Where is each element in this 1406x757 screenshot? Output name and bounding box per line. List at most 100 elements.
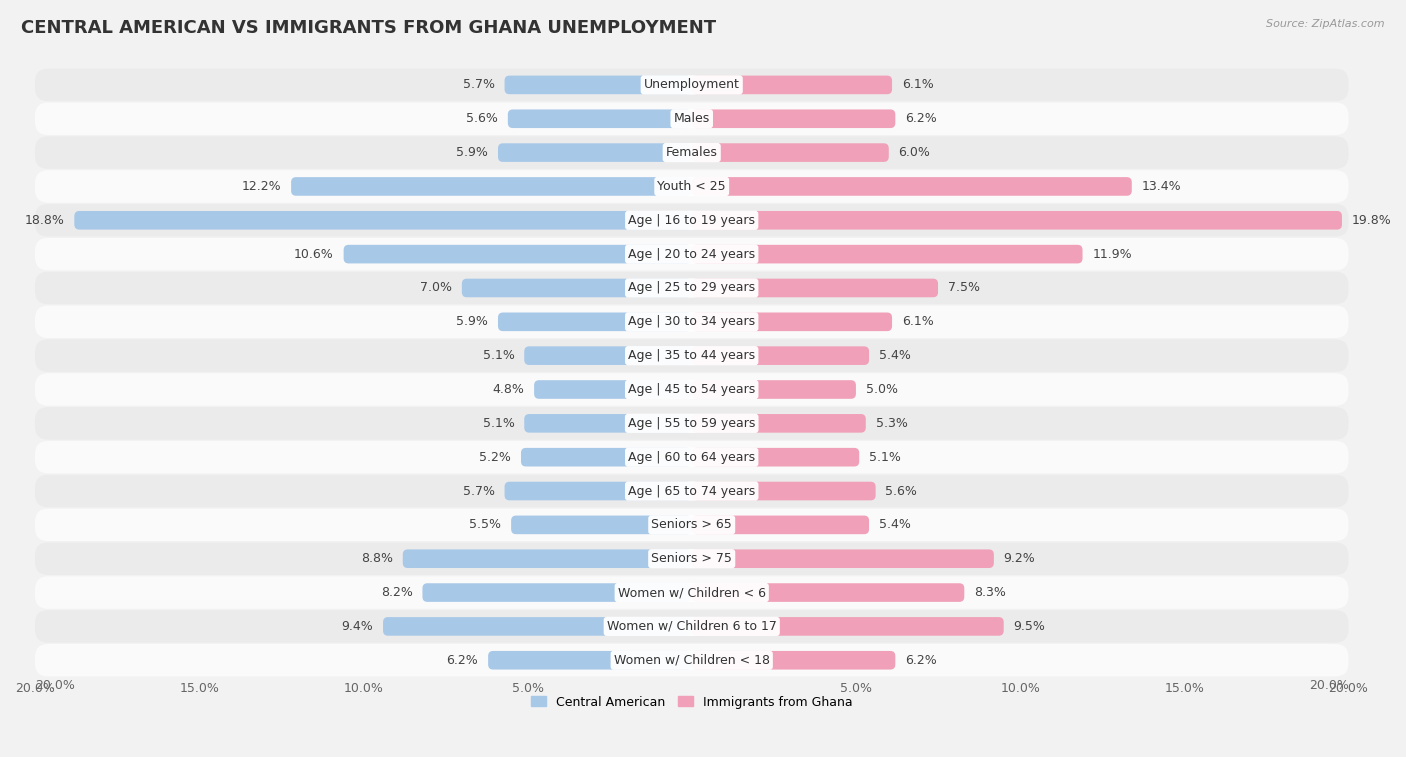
FancyBboxPatch shape bbox=[35, 509, 1348, 541]
Text: 5.1%: 5.1% bbox=[482, 349, 515, 362]
FancyBboxPatch shape bbox=[692, 245, 1083, 263]
FancyBboxPatch shape bbox=[35, 136, 1348, 169]
Text: Age | 55 to 59 years: Age | 55 to 59 years bbox=[628, 417, 755, 430]
Text: 5.9%: 5.9% bbox=[457, 146, 488, 159]
FancyBboxPatch shape bbox=[461, 279, 692, 298]
FancyBboxPatch shape bbox=[692, 550, 994, 568]
Text: 6.2%: 6.2% bbox=[905, 112, 936, 125]
FancyBboxPatch shape bbox=[35, 170, 1348, 203]
FancyBboxPatch shape bbox=[692, 414, 866, 433]
Text: Youth < 25: Youth < 25 bbox=[658, 180, 725, 193]
FancyBboxPatch shape bbox=[692, 347, 869, 365]
FancyBboxPatch shape bbox=[692, 313, 891, 331]
Text: 7.5%: 7.5% bbox=[948, 282, 980, 294]
FancyBboxPatch shape bbox=[692, 481, 876, 500]
Text: 5.4%: 5.4% bbox=[879, 349, 911, 362]
Text: 5.7%: 5.7% bbox=[463, 79, 495, 92]
Text: Age | 20 to 24 years: Age | 20 to 24 years bbox=[628, 248, 755, 260]
Text: 5.5%: 5.5% bbox=[470, 519, 502, 531]
FancyBboxPatch shape bbox=[522, 448, 692, 466]
Text: 8.8%: 8.8% bbox=[361, 552, 392, 565]
FancyBboxPatch shape bbox=[692, 110, 896, 128]
FancyBboxPatch shape bbox=[692, 448, 859, 466]
Text: 12.2%: 12.2% bbox=[242, 180, 281, 193]
Text: Age | 65 to 74 years: Age | 65 to 74 years bbox=[628, 484, 755, 497]
FancyBboxPatch shape bbox=[498, 313, 692, 331]
FancyBboxPatch shape bbox=[35, 238, 1348, 270]
Text: Age | 25 to 29 years: Age | 25 to 29 years bbox=[628, 282, 755, 294]
Text: 6.2%: 6.2% bbox=[905, 654, 936, 667]
Text: Seniors > 75: Seniors > 75 bbox=[651, 552, 733, 565]
Text: 5.3%: 5.3% bbox=[876, 417, 907, 430]
Text: 13.4%: 13.4% bbox=[1142, 180, 1181, 193]
Text: 5.1%: 5.1% bbox=[482, 417, 515, 430]
FancyBboxPatch shape bbox=[35, 644, 1348, 677]
FancyBboxPatch shape bbox=[382, 617, 692, 636]
Text: 20.0%: 20.0% bbox=[35, 679, 75, 692]
Legend: Central American, Immigrants from Ghana: Central American, Immigrants from Ghana bbox=[526, 690, 858, 714]
FancyBboxPatch shape bbox=[422, 583, 692, 602]
FancyBboxPatch shape bbox=[505, 481, 692, 500]
Text: Males: Males bbox=[673, 112, 710, 125]
FancyBboxPatch shape bbox=[35, 272, 1348, 304]
Text: CENTRAL AMERICAN VS IMMIGRANTS FROM GHANA UNEMPLOYMENT: CENTRAL AMERICAN VS IMMIGRANTS FROM GHAN… bbox=[21, 19, 716, 37]
Text: 7.0%: 7.0% bbox=[420, 282, 451, 294]
Text: Seniors > 65: Seniors > 65 bbox=[651, 519, 733, 531]
FancyBboxPatch shape bbox=[692, 211, 1341, 229]
Text: 5.4%: 5.4% bbox=[879, 519, 911, 531]
FancyBboxPatch shape bbox=[35, 373, 1348, 406]
FancyBboxPatch shape bbox=[692, 651, 896, 669]
Text: 8.2%: 8.2% bbox=[381, 586, 412, 599]
FancyBboxPatch shape bbox=[692, 143, 889, 162]
Text: 18.8%: 18.8% bbox=[25, 213, 65, 227]
Text: Women w/ Children < 6: Women w/ Children < 6 bbox=[617, 586, 766, 599]
FancyBboxPatch shape bbox=[524, 414, 692, 433]
Text: 6.1%: 6.1% bbox=[901, 316, 934, 329]
FancyBboxPatch shape bbox=[35, 204, 1348, 236]
FancyBboxPatch shape bbox=[534, 380, 692, 399]
Text: Age | 30 to 34 years: Age | 30 to 34 years bbox=[628, 316, 755, 329]
Text: 9.4%: 9.4% bbox=[342, 620, 373, 633]
Text: 8.3%: 8.3% bbox=[974, 586, 1007, 599]
FancyBboxPatch shape bbox=[291, 177, 692, 196]
Text: Source: ZipAtlas.com: Source: ZipAtlas.com bbox=[1267, 19, 1385, 29]
FancyBboxPatch shape bbox=[35, 69, 1348, 101]
FancyBboxPatch shape bbox=[35, 339, 1348, 372]
Text: Age | 35 to 44 years: Age | 35 to 44 years bbox=[628, 349, 755, 362]
Text: 5.9%: 5.9% bbox=[457, 316, 488, 329]
FancyBboxPatch shape bbox=[402, 550, 692, 568]
FancyBboxPatch shape bbox=[35, 102, 1348, 135]
Text: 11.9%: 11.9% bbox=[1092, 248, 1132, 260]
Text: 4.8%: 4.8% bbox=[492, 383, 524, 396]
FancyBboxPatch shape bbox=[692, 583, 965, 602]
Text: 5.0%: 5.0% bbox=[866, 383, 898, 396]
FancyBboxPatch shape bbox=[508, 110, 692, 128]
FancyBboxPatch shape bbox=[524, 347, 692, 365]
FancyBboxPatch shape bbox=[692, 617, 1004, 636]
FancyBboxPatch shape bbox=[692, 76, 891, 94]
FancyBboxPatch shape bbox=[35, 441, 1348, 473]
FancyBboxPatch shape bbox=[35, 407, 1348, 440]
FancyBboxPatch shape bbox=[35, 543, 1348, 575]
Text: 5.1%: 5.1% bbox=[869, 450, 901, 464]
FancyBboxPatch shape bbox=[35, 576, 1348, 609]
Text: Women w/ Children < 18: Women w/ Children < 18 bbox=[614, 654, 769, 667]
FancyBboxPatch shape bbox=[692, 279, 938, 298]
FancyBboxPatch shape bbox=[75, 211, 692, 229]
Text: Age | 60 to 64 years: Age | 60 to 64 years bbox=[628, 450, 755, 464]
Text: Unemployment: Unemployment bbox=[644, 79, 740, 92]
FancyBboxPatch shape bbox=[35, 475, 1348, 507]
Text: 5.2%: 5.2% bbox=[479, 450, 512, 464]
Text: 19.8%: 19.8% bbox=[1351, 213, 1392, 227]
FancyBboxPatch shape bbox=[35, 306, 1348, 338]
Text: 6.1%: 6.1% bbox=[901, 79, 934, 92]
FancyBboxPatch shape bbox=[692, 177, 1132, 196]
Text: 5.6%: 5.6% bbox=[467, 112, 498, 125]
Text: 9.5%: 9.5% bbox=[1014, 620, 1046, 633]
Text: 5.6%: 5.6% bbox=[886, 484, 917, 497]
Text: Age | 45 to 54 years: Age | 45 to 54 years bbox=[628, 383, 755, 396]
FancyBboxPatch shape bbox=[498, 143, 692, 162]
FancyBboxPatch shape bbox=[692, 516, 869, 534]
FancyBboxPatch shape bbox=[35, 610, 1348, 643]
FancyBboxPatch shape bbox=[512, 516, 692, 534]
